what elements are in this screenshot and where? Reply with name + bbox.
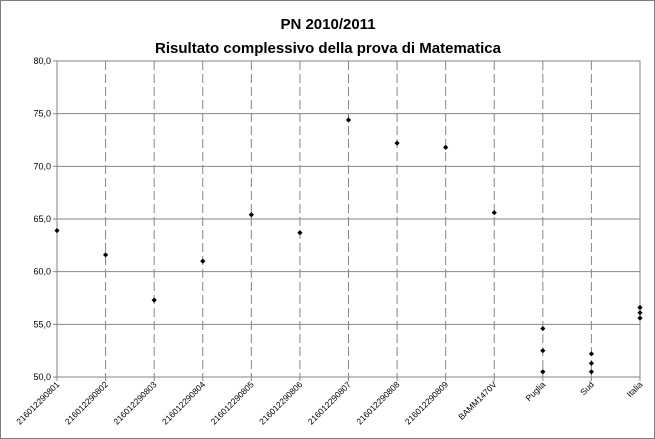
data-points — [54, 117, 643, 375]
data-point — [200, 258, 206, 264]
y-tick-label: 70,0 — [33, 161, 51, 171]
x-tick-label: 216012290801 — [14, 379, 61, 426]
y-tick-label: 80,0 — [33, 56, 51, 66]
y-axis-ticks: 50,0 55,0 60,0 65,0 70,0 75,0 80,0 — [33, 56, 57, 382]
y-tick-label: 50,0 — [33, 372, 51, 382]
x-tick-label: 216012290804 — [160, 379, 207, 426]
x-tick-label: BAMM1470V — [456, 379, 499, 422]
data-point — [637, 304, 643, 311]
data-point — [54, 227, 60, 234]
data-point — [345, 117, 352, 123]
y-tick-label: 65,0 — [33, 214, 51, 224]
x-tick-label: 216012290806 — [257, 379, 304, 426]
data-point — [102, 252, 109, 258]
x-tick-label: 216012290803 — [111, 379, 158, 426]
data-point — [443, 144, 449, 150]
y-tick-label: 75,0 — [33, 109, 51, 119]
data-point — [637, 310, 643, 316]
x-axis-ticks: 216012290801 216012290802 216012290803 2160… — [14, 377, 645, 427]
data-point — [297, 230, 303, 236]
data-point — [540, 325, 546, 332]
data-point — [151, 297, 157, 303]
x-tick-label: 216012290807 — [306, 379, 353, 426]
data-point — [588, 369, 595, 375]
data-point — [394, 140, 400, 146]
data-point — [491, 210, 497, 216]
data-point — [588, 360, 595, 366]
x-tick-label: 216012290805 — [209, 379, 256, 426]
x-tick-label: 216012290808 — [354, 379, 401, 426]
data-point — [637, 315, 643, 321]
chart-subtitle: Risultato complessivo della prova di Mat… — [155, 40, 502, 57]
data-point — [588, 351, 595, 357]
vertical-gridlines — [105, 61, 592, 377]
x-tick-label: 216012290802 — [63, 379, 110, 426]
chart-title: PN 2010/2011 — [280, 16, 375, 33]
x-tick-label: Puglia — [523, 379, 547, 403]
x-tick-label: Italia — [625, 379, 645, 399]
x-tick-label: 216012290809 — [403, 379, 450, 426]
data-point — [248, 212, 254, 218]
y-tick-label: 55,0 — [33, 319, 51, 329]
data-point — [540, 369, 546, 375]
y-tick-label: 60,0 — [33, 267, 51, 277]
x-tick-label: Sud — [578, 379, 596, 397]
data-point — [540, 348, 546, 354]
